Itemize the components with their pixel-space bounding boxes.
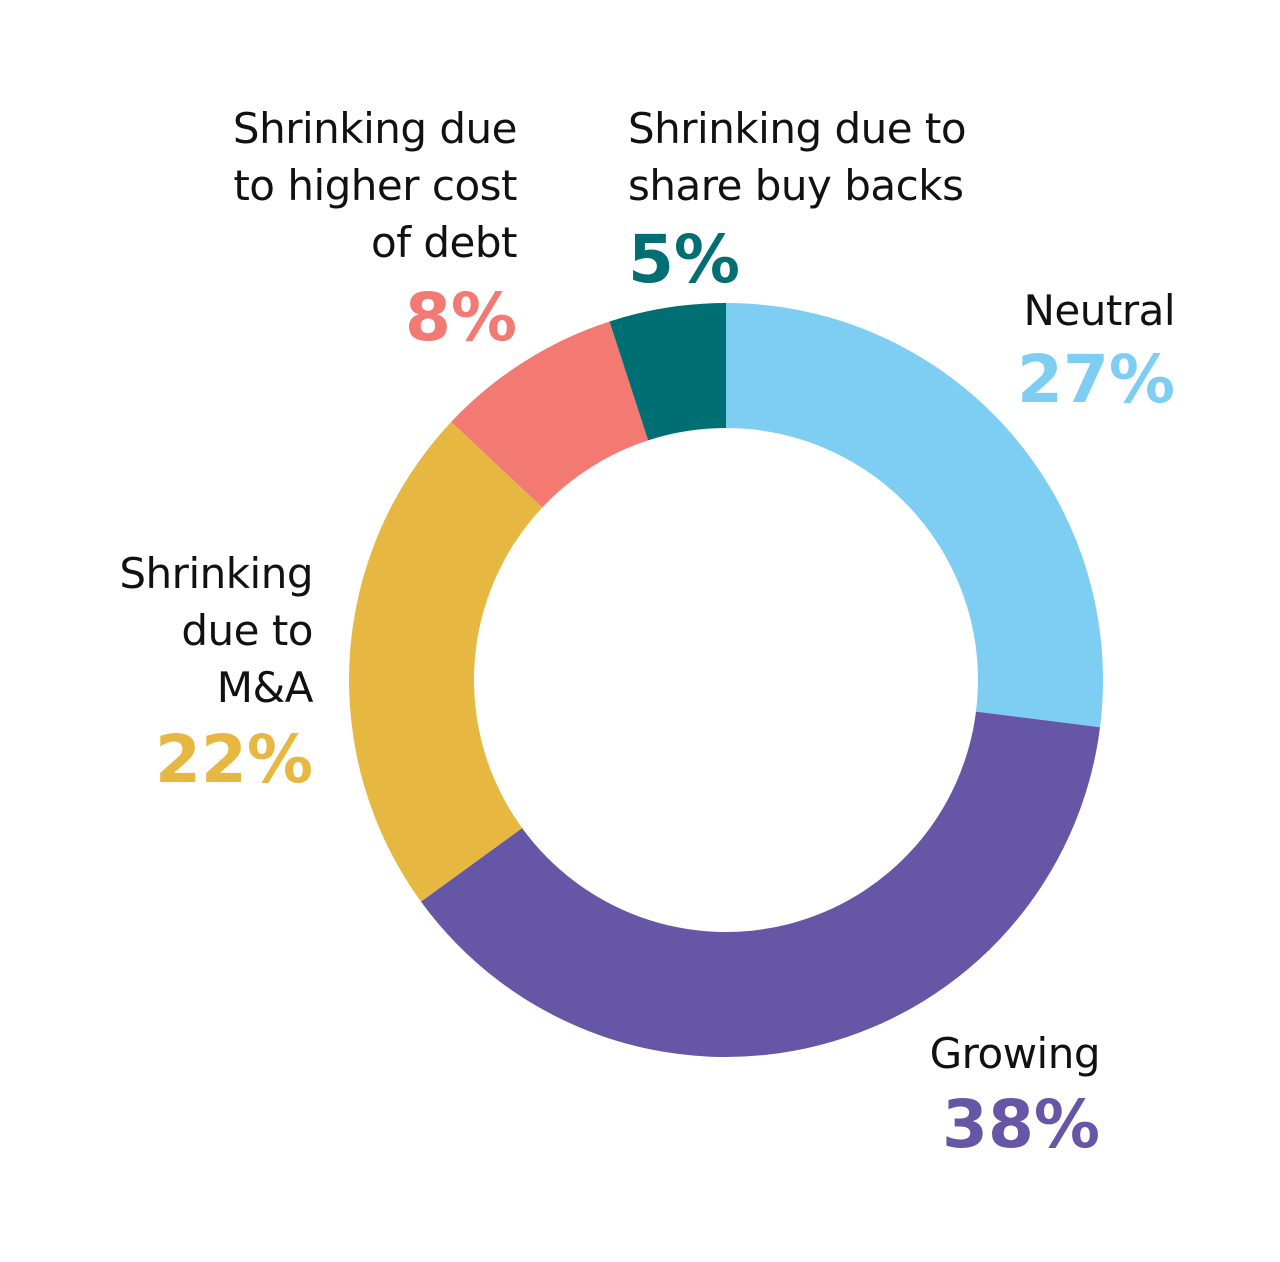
donut-segment xyxy=(421,711,1101,1057)
donut-segment xyxy=(451,321,649,508)
value-label: 5% xyxy=(628,221,741,298)
value-label: 38% xyxy=(942,1086,1100,1163)
category-label: Growing xyxy=(929,1029,1101,1078)
value-label: 22% xyxy=(155,721,313,798)
donut-segment xyxy=(726,303,1103,728)
value-label: 8% xyxy=(404,279,517,356)
category-label: Shrinking due to M&A xyxy=(119,549,313,712)
category-label: Neutral xyxy=(1023,286,1175,335)
value-label: 27% xyxy=(1017,341,1175,418)
category-label: Shrinking due to share buy backs xyxy=(628,104,967,210)
category-label: Shrinking due to higher cost of debt xyxy=(232,104,518,267)
donut-segment xyxy=(609,303,726,441)
donut-segment xyxy=(348,421,543,902)
